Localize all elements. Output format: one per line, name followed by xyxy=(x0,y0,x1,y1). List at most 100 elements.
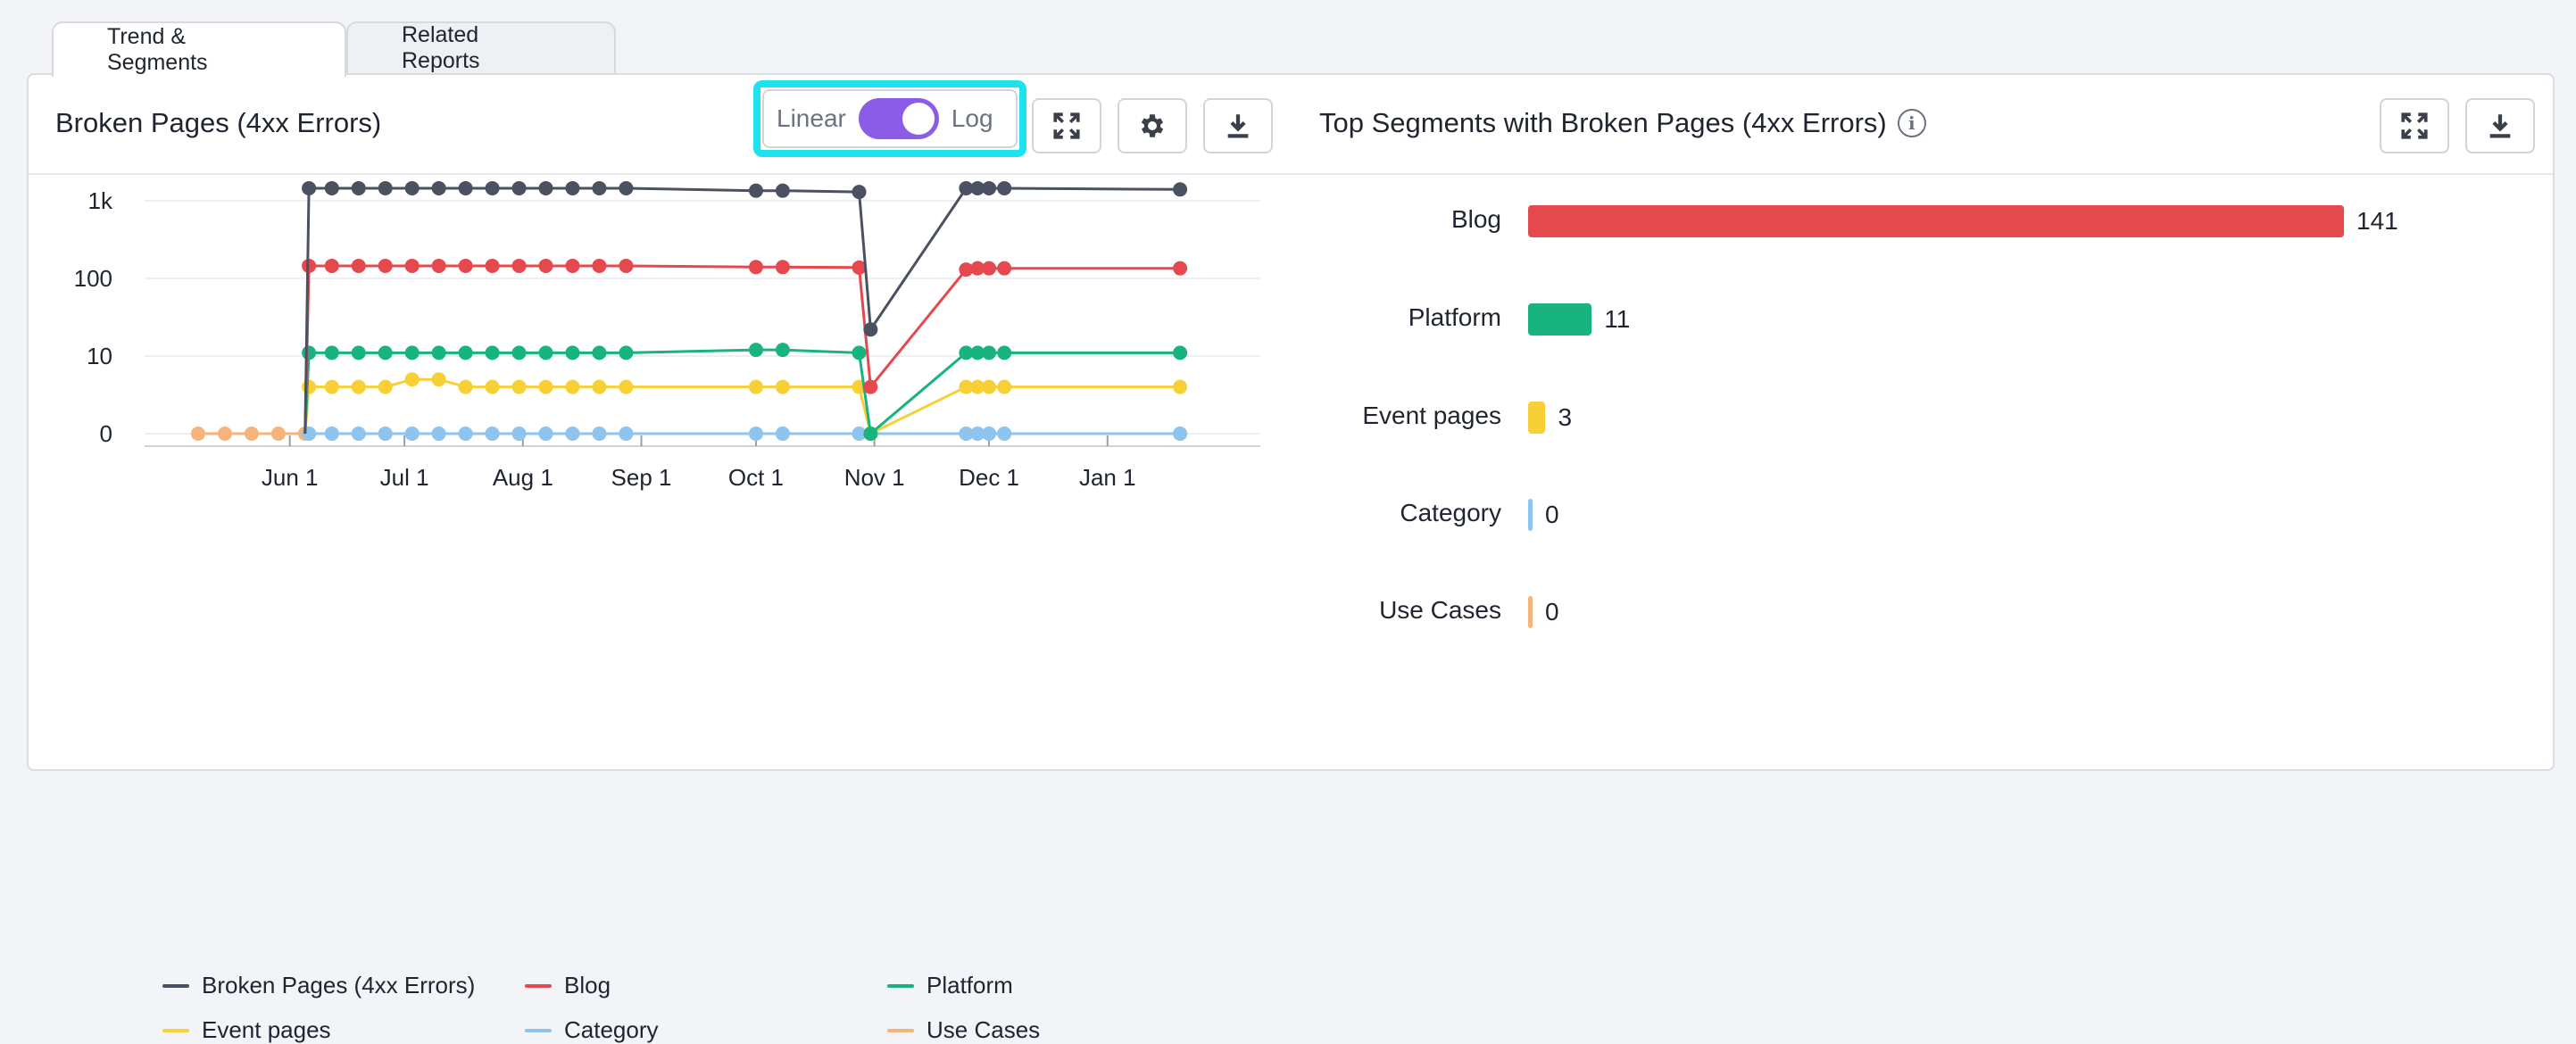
data-point[interactable] xyxy=(1173,345,1188,360)
data-point[interactable] xyxy=(565,180,580,195)
data-point[interactable] xyxy=(619,180,634,195)
data-point[interactable] xyxy=(404,372,420,387)
data-point[interactable] xyxy=(959,262,974,278)
data-point[interactable] xyxy=(619,258,634,273)
data-point[interactable] xyxy=(775,183,790,198)
data-point[interactable] xyxy=(775,427,790,441)
data-point[interactable] xyxy=(970,345,985,360)
data-point[interactable] xyxy=(748,379,763,394)
data-point[interactable] xyxy=(982,427,997,441)
data-point[interactable] xyxy=(592,258,607,273)
data-point[interactable] xyxy=(863,427,878,441)
settings-button[interactable] xyxy=(1118,98,1187,153)
data-point[interactable] xyxy=(351,379,366,394)
data-point[interactable] xyxy=(748,260,763,275)
data-point[interactable] xyxy=(775,260,790,275)
segment-bar[interactable] xyxy=(1528,499,1533,531)
data-point[interactable] xyxy=(324,258,339,273)
data-point[interactable] xyxy=(863,379,878,394)
data-point[interactable] xyxy=(378,379,393,394)
data-point[interactable] xyxy=(485,379,500,394)
data-point[interactable] xyxy=(863,322,878,337)
data-point[interactable] xyxy=(619,379,634,394)
data-point[interactable] xyxy=(997,345,1012,360)
data-point[interactable] xyxy=(852,185,867,200)
data-point[interactable] xyxy=(565,379,580,394)
data-point[interactable] xyxy=(431,427,446,441)
data-point[interactable] xyxy=(959,379,974,394)
download-button[interactable] xyxy=(1203,98,1273,153)
data-point[interactable] xyxy=(302,379,317,394)
data-point[interactable] xyxy=(351,258,366,273)
segment-bar[interactable] xyxy=(1528,205,2344,237)
data-point[interactable] xyxy=(351,345,366,360)
data-point[interactable] xyxy=(775,343,790,358)
info-icon[interactable]: i xyxy=(1897,109,1926,137)
data-point[interactable] xyxy=(982,261,997,276)
data-point[interactable] xyxy=(404,345,420,360)
data-point[interactable] xyxy=(302,345,317,360)
data-point[interactable] xyxy=(852,345,867,360)
data-point[interactable] xyxy=(538,427,553,441)
data-point[interactable] xyxy=(997,379,1012,394)
data-point[interactable] xyxy=(997,180,1012,195)
data-point[interactable] xyxy=(538,345,553,360)
data-point[interactable] xyxy=(378,427,393,441)
data-point[interactable] xyxy=(485,258,500,273)
data-point[interactable] xyxy=(431,345,446,360)
data-point[interactable] xyxy=(592,345,607,360)
data-point[interactable] xyxy=(565,427,580,441)
data-point[interactable] xyxy=(748,343,763,358)
data-point[interactable] xyxy=(324,427,339,441)
segments-expand-button[interactable] xyxy=(2380,98,2449,153)
data-point[interactable] xyxy=(190,427,205,441)
data-point[interactable] xyxy=(378,345,393,360)
data-point[interactable] xyxy=(1173,427,1188,441)
scale-toggle[interactable]: Linear Log xyxy=(762,89,1018,148)
data-point[interactable] xyxy=(511,180,527,195)
legend-item[interactable]: Blog xyxy=(525,972,611,999)
data-point[interactable] xyxy=(485,345,500,360)
data-point[interactable] xyxy=(302,180,317,195)
segment-bar[interactable] xyxy=(1528,303,1592,336)
data-point[interactable] xyxy=(565,345,580,360)
data-point[interactable] xyxy=(970,427,985,441)
data-point[interactable] xyxy=(970,261,985,276)
data-point[interactable] xyxy=(378,258,393,273)
data-point[interactable] xyxy=(458,180,473,195)
data-point[interactable] xyxy=(565,258,580,273)
data-point[interactable] xyxy=(959,345,974,360)
data-point[interactable] xyxy=(270,427,286,441)
tab-trend-segments[interactable]: Trend & Segments xyxy=(52,21,346,77)
legend-item[interactable]: Use Cases xyxy=(887,1016,1040,1044)
data-point[interactable] xyxy=(485,427,500,441)
legend-item[interactable]: Platform xyxy=(887,972,1013,999)
data-point[interactable] xyxy=(538,379,553,394)
data-point[interactable] xyxy=(748,427,763,441)
data-point[interactable] xyxy=(431,258,446,273)
data-point[interactable] xyxy=(378,180,393,195)
legend-item[interactable]: Category xyxy=(525,1016,659,1044)
data-point[interactable] xyxy=(959,427,974,441)
data-point[interactable] xyxy=(982,345,997,360)
data-point[interactable] xyxy=(592,180,607,195)
data-point[interactable] xyxy=(997,427,1012,441)
data-point[interactable] xyxy=(458,258,473,273)
data-point[interactable] xyxy=(404,180,420,195)
data-point[interactable] xyxy=(748,183,763,198)
data-point[interactable] xyxy=(324,345,339,360)
scale-switch[interactable] xyxy=(858,98,939,139)
data-point[interactable] xyxy=(959,180,974,195)
data-point[interactable] xyxy=(458,345,473,360)
data-point[interactable] xyxy=(431,180,446,195)
data-point[interactable] xyxy=(997,261,1012,276)
data-point[interactable] xyxy=(852,427,867,441)
data-point[interactable] xyxy=(324,379,339,394)
data-point[interactable] xyxy=(1173,261,1188,276)
data-point[interactable] xyxy=(538,180,553,195)
data-point[interactable] xyxy=(592,427,607,441)
data-point[interactable] xyxy=(982,379,997,394)
data-point[interactable] xyxy=(351,427,366,441)
data-point[interactable] xyxy=(511,427,527,441)
data-point[interactable] xyxy=(1173,379,1188,394)
